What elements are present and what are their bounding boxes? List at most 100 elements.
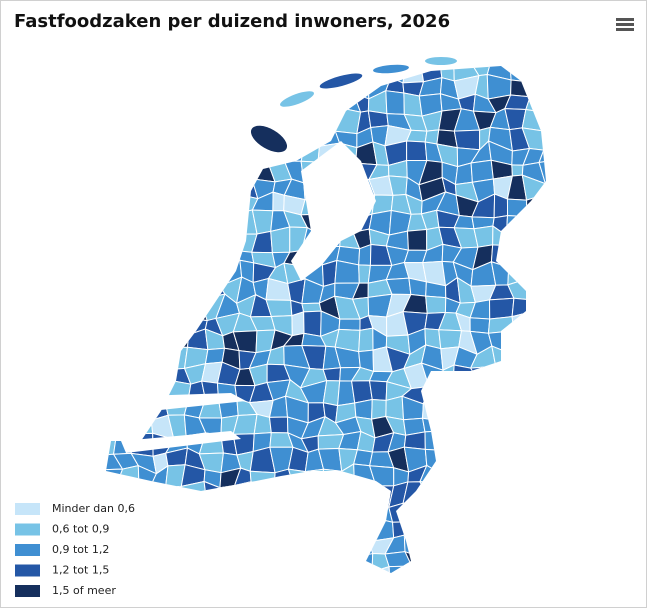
municipality <box>474 486 494 508</box>
municipality <box>424 430 445 451</box>
municipality <box>106 177 122 203</box>
municipality <box>165 196 186 213</box>
municipality <box>385 395 405 421</box>
municipality <box>537 380 546 402</box>
municipality <box>252 505 272 518</box>
municipality <box>248 90 272 118</box>
municipality <box>199 572 222 573</box>
municipality <box>371 398 387 420</box>
municipality <box>454 531 473 555</box>
municipality <box>181 142 202 162</box>
municipality <box>215 249 241 261</box>
municipality <box>437 518 463 540</box>
municipality <box>457 517 480 540</box>
municipality <box>272 548 292 571</box>
municipality <box>301 302 322 313</box>
municipality <box>106 283 121 304</box>
municipality <box>150 244 172 270</box>
municipality <box>198 500 218 524</box>
municipality <box>114 352 137 370</box>
municipality <box>217 110 242 130</box>
municipality <box>557 73 577 97</box>
municipality <box>167 66 185 78</box>
municipalities <box>106 66 582 607</box>
municipality <box>145 369 166 382</box>
municipality <box>557 227 582 247</box>
menu-button[interactable] <box>616 18 634 31</box>
municipality <box>198 142 221 164</box>
municipality <box>453 414 473 434</box>
municipality <box>106 381 124 399</box>
municipality <box>302 520 326 538</box>
municipality <box>197 197 223 212</box>
municipality <box>537 429 546 453</box>
municipality <box>523 350 545 371</box>
municipality <box>268 416 289 434</box>
municipality <box>163 159 186 184</box>
municipality <box>186 328 209 351</box>
municipality <box>286 568 308 573</box>
municipality <box>137 515 155 540</box>
municipality <box>134 301 154 321</box>
municipality <box>489 588 512 605</box>
municipality <box>454 550 480 573</box>
municipality <box>181 196 202 213</box>
municipality <box>323 518 339 537</box>
municipality <box>272 531 292 558</box>
municipality <box>556 533 577 555</box>
municipality <box>504 414 532 441</box>
municipality <box>112 177 133 199</box>
municipality <box>540 588 563 607</box>
municipality <box>557 380 580 399</box>
municipality <box>267 66 294 81</box>
municipality <box>199 556 224 573</box>
municipality <box>563 550 580 569</box>
municipality <box>113 363 136 389</box>
municipality <box>539 516 546 540</box>
municipality <box>163 552 190 572</box>
municipality <box>317 553 345 573</box>
municipality <box>302 468 325 490</box>
municipality <box>170 301 190 320</box>
municipality <box>558 585 581 607</box>
island <box>250 125 288 153</box>
municipality <box>149 569 173 573</box>
municipality <box>185 552 205 573</box>
municipality <box>557 368 580 381</box>
municipality <box>558 566 581 588</box>
municipality <box>524 398 546 421</box>
municipality <box>215 504 237 525</box>
municipality <box>286 108 309 135</box>
municipality <box>302 482 323 503</box>
municipality <box>564 247 580 267</box>
municipality <box>135 225 152 253</box>
municipality <box>133 77 152 96</box>
municipality <box>486 447 513 468</box>
municipality <box>334 259 360 284</box>
municipality <box>220 534 241 558</box>
municipality <box>164 228 189 248</box>
municipality <box>150 179 168 198</box>
municipality <box>150 107 175 132</box>
municipality <box>198 210 224 229</box>
municipality <box>402 497 430 523</box>
municipality <box>164 110 191 133</box>
municipality <box>306 108 320 129</box>
municipality <box>539 498 546 521</box>
municipality <box>503 449 532 469</box>
municipality <box>234 146 259 169</box>
municipality <box>470 517 498 538</box>
municipality <box>338 318 361 331</box>
municipality <box>489 431 506 456</box>
municipality <box>510 379 532 400</box>
municipality <box>112 209 141 237</box>
municipality <box>163 569 189 573</box>
municipality <box>530 293 546 321</box>
municipality <box>505 215 528 237</box>
municipality <box>388 565 413 573</box>
municipality <box>469 365 497 388</box>
municipality <box>469 447 491 473</box>
municipality <box>199 259 221 287</box>
municipality <box>106 395 123 419</box>
